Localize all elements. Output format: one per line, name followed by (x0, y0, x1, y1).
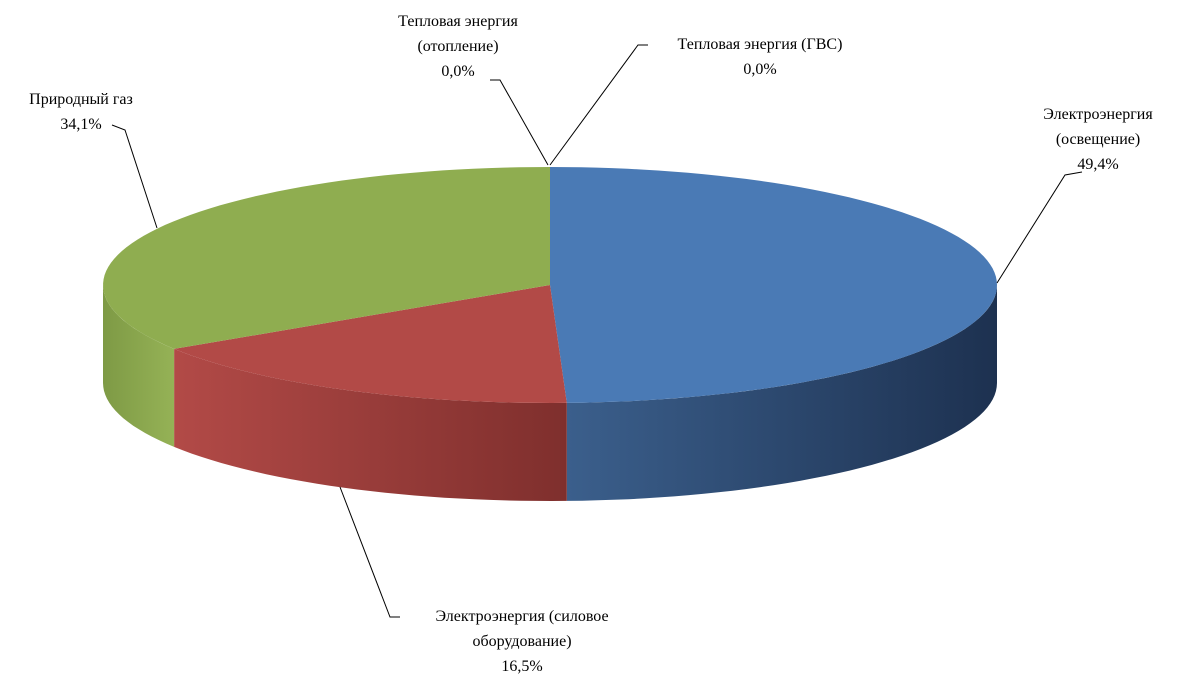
value-label: 16,5% (501, 658, 543, 675)
data-label: Тепловая энергия (ГВС) 0,0% (640, 32, 880, 82)
data-label: Природный газ 34,1% (6, 87, 156, 137)
data-label: Электроэнергия (силовое оборудование) 16,… (402, 604, 642, 677)
value-label: 0,0% (441, 63, 475, 80)
value-label: 49,4% (1077, 156, 1119, 173)
slice-side (174, 348, 567, 501)
slice (174, 285, 567, 403)
category-label: Природный газ (29, 91, 133, 108)
leader-line (996, 171, 1083, 284)
leader-line (549, 44, 648, 166)
slice (550, 167, 997, 403)
category-label: Тепловая энергия (ГВС) (677, 36, 843, 53)
slice-side (566, 285, 997, 501)
data-label: Электроэнергия (освещение) 49,4% (1033, 102, 1163, 177)
value-label: 34,1% (60, 116, 102, 133)
slice (103, 167, 550, 349)
slice-side (103, 285, 175, 447)
category-label: Электроэнергия (силовое оборудование) (435, 608, 609, 650)
leader-line (339, 486, 400, 618)
leader-line (111, 124, 158, 229)
leader-line (490, 79, 549, 166)
category-label: Электроэнергия (освещение) (1043, 106, 1153, 148)
value-label: 0,0% (743, 61, 777, 78)
category-label: Тепловая энергия (отопление) (398, 13, 518, 55)
data-label: Тепловая энергия (отопление) 0,0% (383, 9, 533, 84)
